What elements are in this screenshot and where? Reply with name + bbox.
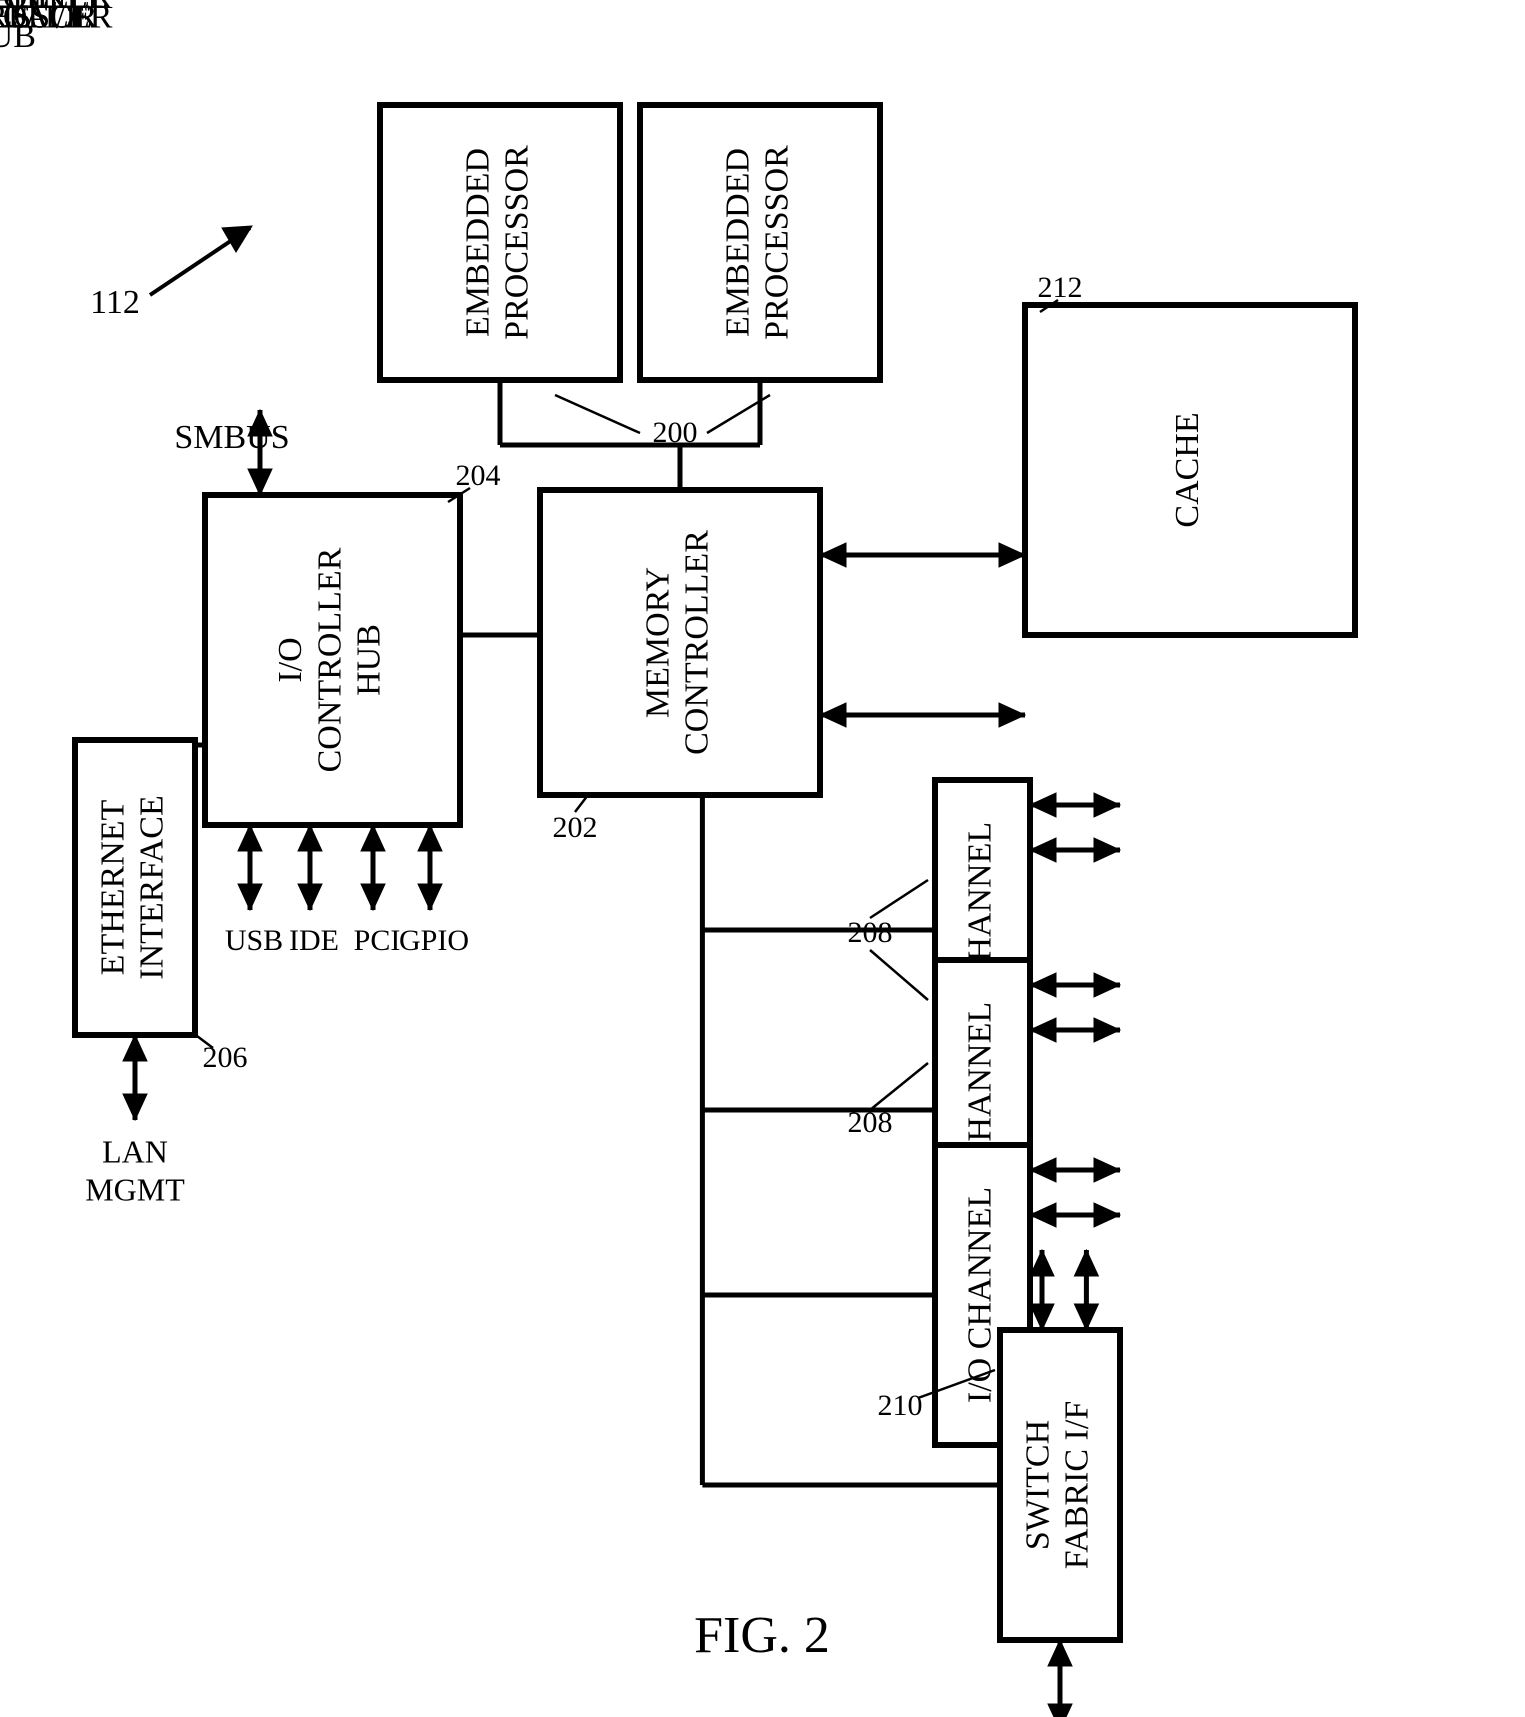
- cache-label: CACHE: [1169, 412, 1206, 527]
- svg-text:CACHE: CACHE: [1169, 412, 1206, 527]
- svg-text:PROCESSOR: PROCESSOR: [498, 145, 535, 340]
- figure-title: FIG. 2: [694, 1607, 830, 1664]
- svg-text:LAN: LAN: [102, 1133, 168, 1169]
- svg-text:USB: USB: [225, 924, 283, 957]
- svg-text:INTERFACE: INTERFACE: [133, 795, 170, 979]
- svg-text:PROCESSOR: PROCESSOR: [758, 145, 795, 340]
- svg-text:EMBEDDED: EMBEDDED: [459, 148, 496, 337]
- svg-text:GPIO: GPIO: [399, 924, 469, 957]
- svg-text:PCI: PCI: [354, 924, 401, 957]
- svg-text:CONTROLLER: CONTROLLER: [311, 547, 348, 772]
- svg-text:ETHERNET: ETHERNET: [94, 799, 131, 975]
- svg-text:MEMORY: MEMORY: [639, 567, 676, 718]
- svg-text:SMBUS: SMBUS: [174, 419, 289, 456]
- svg-text:MGMT: MGMT: [85, 1171, 185, 1207]
- svg-text:I/O: I/O: [272, 637, 309, 682]
- svg-text:FABRIC I/F: FABRIC I/F: [1058, 1401, 1095, 1569]
- svg-text:HUB: HUB: [350, 624, 387, 696]
- svg-text:210: 210: [878, 1389, 923, 1422]
- svg-text:202: 202: [553, 811, 598, 844]
- svg-text:SWITCH: SWITCH: [1019, 1420, 1056, 1550]
- svg-text:212: 212: [1038, 271, 1083, 304]
- svg-text:204: 204: [456, 459, 501, 492]
- svg-text:IDE: IDE: [289, 924, 339, 957]
- svg-text:EMBEDDED: EMBEDDED: [719, 148, 756, 337]
- svg-text:112: 112: [90, 284, 140, 321]
- svg-text:FABRIC I/F: FABRIC I/F: [0, 0, 84, 35]
- svg-text:CONTROLLER: CONTROLLER: [678, 530, 715, 755]
